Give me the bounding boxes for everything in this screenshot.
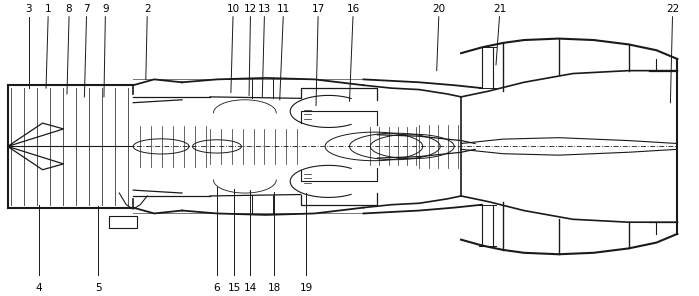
Text: 8: 8 [66, 4, 73, 14]
Text: 4: 4 [36, 283, 43, 293]
Text: 11: 11 [277, 4, 290, 14]
Text: 6: 6 [214, 283, 220, 293]
Text: 18: 18 [268, 283, 281, 293]
Text: 17: 17 [312, 4, 325, 14]
Text: 19: 19 [300, 283, 313, 293]
Text: 3: 3 [25, 4, 32, 14]
Text: 16: 16 [347, 4, 359, 14]
Text: 1: 1 [45, 4, 52, 14]
Text: 13: 13 [258, 4, 271, 14]
Text: 10: 10 [226, 4, 240, 14]
Text: 5: 5 [95, 283, 101, 293]
Text: 12: 12 [244, 4, 257, 14]
Text: 14: 14 [244, 283, 257, 293]
Text: 9: 9 [102, 4, 108, 14]
Text: 21: 21 [493, 4, 506, 14]
Text: 22: 22 [666, 4, 679, 14]
Text: 20: 20 [432, 4, 445, 14]
Text: 7: 7 [83, 4, 89, 14]
Text: 15: 15 [228, 283, 241, 293]
Text: 2: 2 [144, 4, 150, 14]
